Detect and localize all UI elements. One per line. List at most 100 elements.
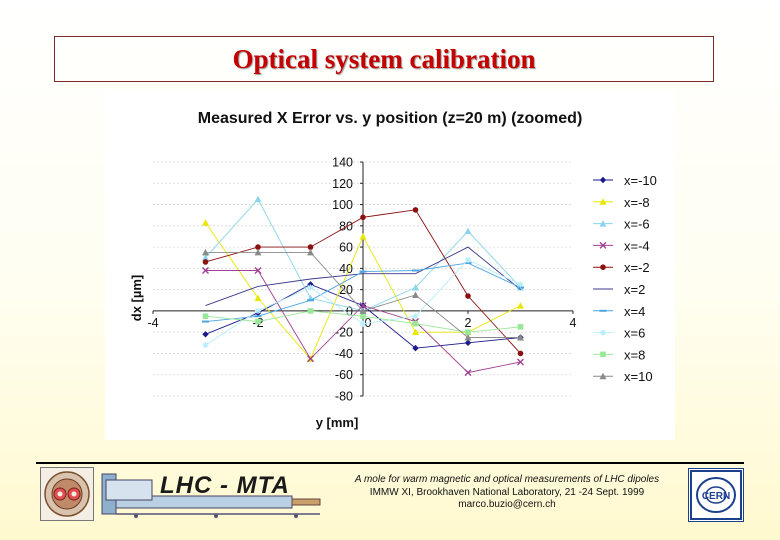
chart-legend: x=-10 x=-8 x=-6 x=-4 x=-2 x=2 x=4 x=6 x=8 x=10 [587, 162, 667, 394]
point-9-4 [412, 291, 419, 298]
legend-marker-0 [599, 176, 607, 184]
point-3-1 [254, 266, 262, 274]
page-title: Optical system calibration [232, 43, 536, 74]
point-9-6 [517, 334, 524, 341]
footer-line-2: IMMW XI, Brookhaven National Laboratory,… [369, 486, 645, 498]
point-4-6 [517, 350, 524, 357]
legend-label-6: x=4 [624, 304, 645, 319]
legend-label-4: x=-2 [624, 260, 650, 275]
point-7-4 [412, 313, 419, 320]
y-tick-label-9: -40 [335, 347, 353, 361]
y-tick-label-11: -80 [335, 390, 353, 404]
point-8-5 [465, 329, 471, 335]
y-tick-label-2: 100 [332, 198, 353, 212]
legend-label-3: x=-4 [624, 238, 650, 253]
legend-marker-3 [599, 241, 607, 249]
point-8-1 [255, 318, 261, 325]
point-2-4 [412, 284, 419, 291]
y-tick-label-6: 20 [339, 283, 353, 297]
chart-series [202, 195, 524, 377]
point-8-6 [517, 324, 524, 330]
point-3-2 [307, 355, 314, 363]
footer-divider [36, 462, 744, 464]
legend-label-2: x=-6 [624, 217, 650, 232]
y-tick-label-10: -60 [335, 368, 353, 382]
footer-email: marco.buzio@cern.ch [458, 499, 556, 510]
point-9-2 [307, 248, 314, 256]
legend-marker-2 [599, 220, 607, 227]
point-7-3 [360, 320, 366, 327]
point-4-2 [307, 244, 314, 250]
point-7-6 [517, 281, 524, 288]
point-1-4 [412, 328, 419, 336]
point-9-1 [254, 248, 262, 256]
footer-line-1: A mole for warm magnetic and optical mea… [354, 474, 660, 485]
y-tick-label-4: 60 [339, 241, 353, 255]
footer-info: A mole for warm magnetic and optical mea… [334, 474, 680, 512]
point-3-6 [517, 358, 524, 366]
point-1-6 [517, 302, 524, 309]
legend-marker-9 [599, 372, 607, 380]
point-4-0 [202, 259, 209, 265]
point-1-1 [254, 294, 262, 302]
cern-logo: CERN [688, 468, 744, 522]
lhc-mta-logo-text: LHC - MTA [160, 472, 290, 499]
point-8-2 [307, 308, 314, 314]
chart-title: Measured X Error vs. y position (z=20 m)… [198, 110, 583, 127]
chart: Measured X Error vs. y position (z=20 m)… [129, 110, 667, 430]
x-tick-label-4: 4 [570, 316, 577, 330]
magnet-cross-section-icon [44, 471, 90, 517]
y-tick-label-1: 120 [332, 177, 353, 191]
point-7-0 [202, 341, 209, 348]
x-tick-label-3: 2 [465, 316, 472, 330]
point-9-0 [202, 248, 209, 256]
legend-label-1: x=-8 [624, 195, 650, 210]
point-1-0 [202, 219, 209, 226]
y-tick-label-0: 140 [332, 156, 353, 170]
point-2-0 [202, 254, 209, 261]
cern-logo-text: CERN [702, 491, 730, 502]
legend-label-0: x=-10 [624, 173, 657, 188]
point-4-4 [412, 207, 419, 213]
point-3-5 [464, 369, 472, 377]
magnet-logo [40, 467, 94, 521]
point-4-5 [465, 293, 471, 299]
point-1-3 [359, 232, 367, 240]
y-tick-label-8: -20 [335, 326, 353, 340]
point-8-3 [360, 313, 366, 320]
point-4-3 [360, 214, 366, 221]
title-box: Optical system calibration [54, 36, 714, 82]
legend-label-5: x=2 [624, 282, 645, 297]
legend-marker-4 [600, 264, 606, 270]
point-8-0 [202, 313, 209, 320]
point-2-5 [464, 227, 472, 235]
chart-panel: Measured X Error vs. y position (z=20 m)… [105, 90, 675, 440]
legend-marker-1 [599, 198, 607, 205]
y-tick-label-3: 80 [339, 219, 353, 233]
point-2-1 [254, 195, 262, 203]
point-0-2 [307, 281, 314, 288]
x-axis-label: y [mm] [316, 415, 359, 430]
point-0-0 [202, 331, 209, 338]
point-7-2 [307, 284, 314, 291]
point-9-5 [464, 334, 472, 341]
point-8-4 [412, 320, 419, 327]
legend-marker-7 [600, 329, 606, 336]
point-3-0 [202, 266, 209, 274]
y-tick-label-7: 0 [346, 304, 353, 318]
cern-logo-icon: CERN [690, 470, 742, 520]
legend-label-7: x=6 [624, 326, 645, 341]
point-4-1 [255, 244, 261, 250]
legend-label-9: x=10 [624, 369, 653, 384]
y-tick-label-5: 40 [339, 262, 353, 276]
point-7-5 [465, 256, 471, 263]
point-9-3 [359, 307, 367, 314]
mole-device-icon [101, 473, 321, 518]
y-axis-label: dx [µm] [129, 275, 144, 322]
point-7-1 [255, 307, 261, 314]
legend-marker-8 [600, 351, 606, 358]
x-tick-label-0: -4 [147, 316, 158, 330]
series-line-5 [205, 246, 521, 307]
point-3-3 [359, 302, 367, 310]
